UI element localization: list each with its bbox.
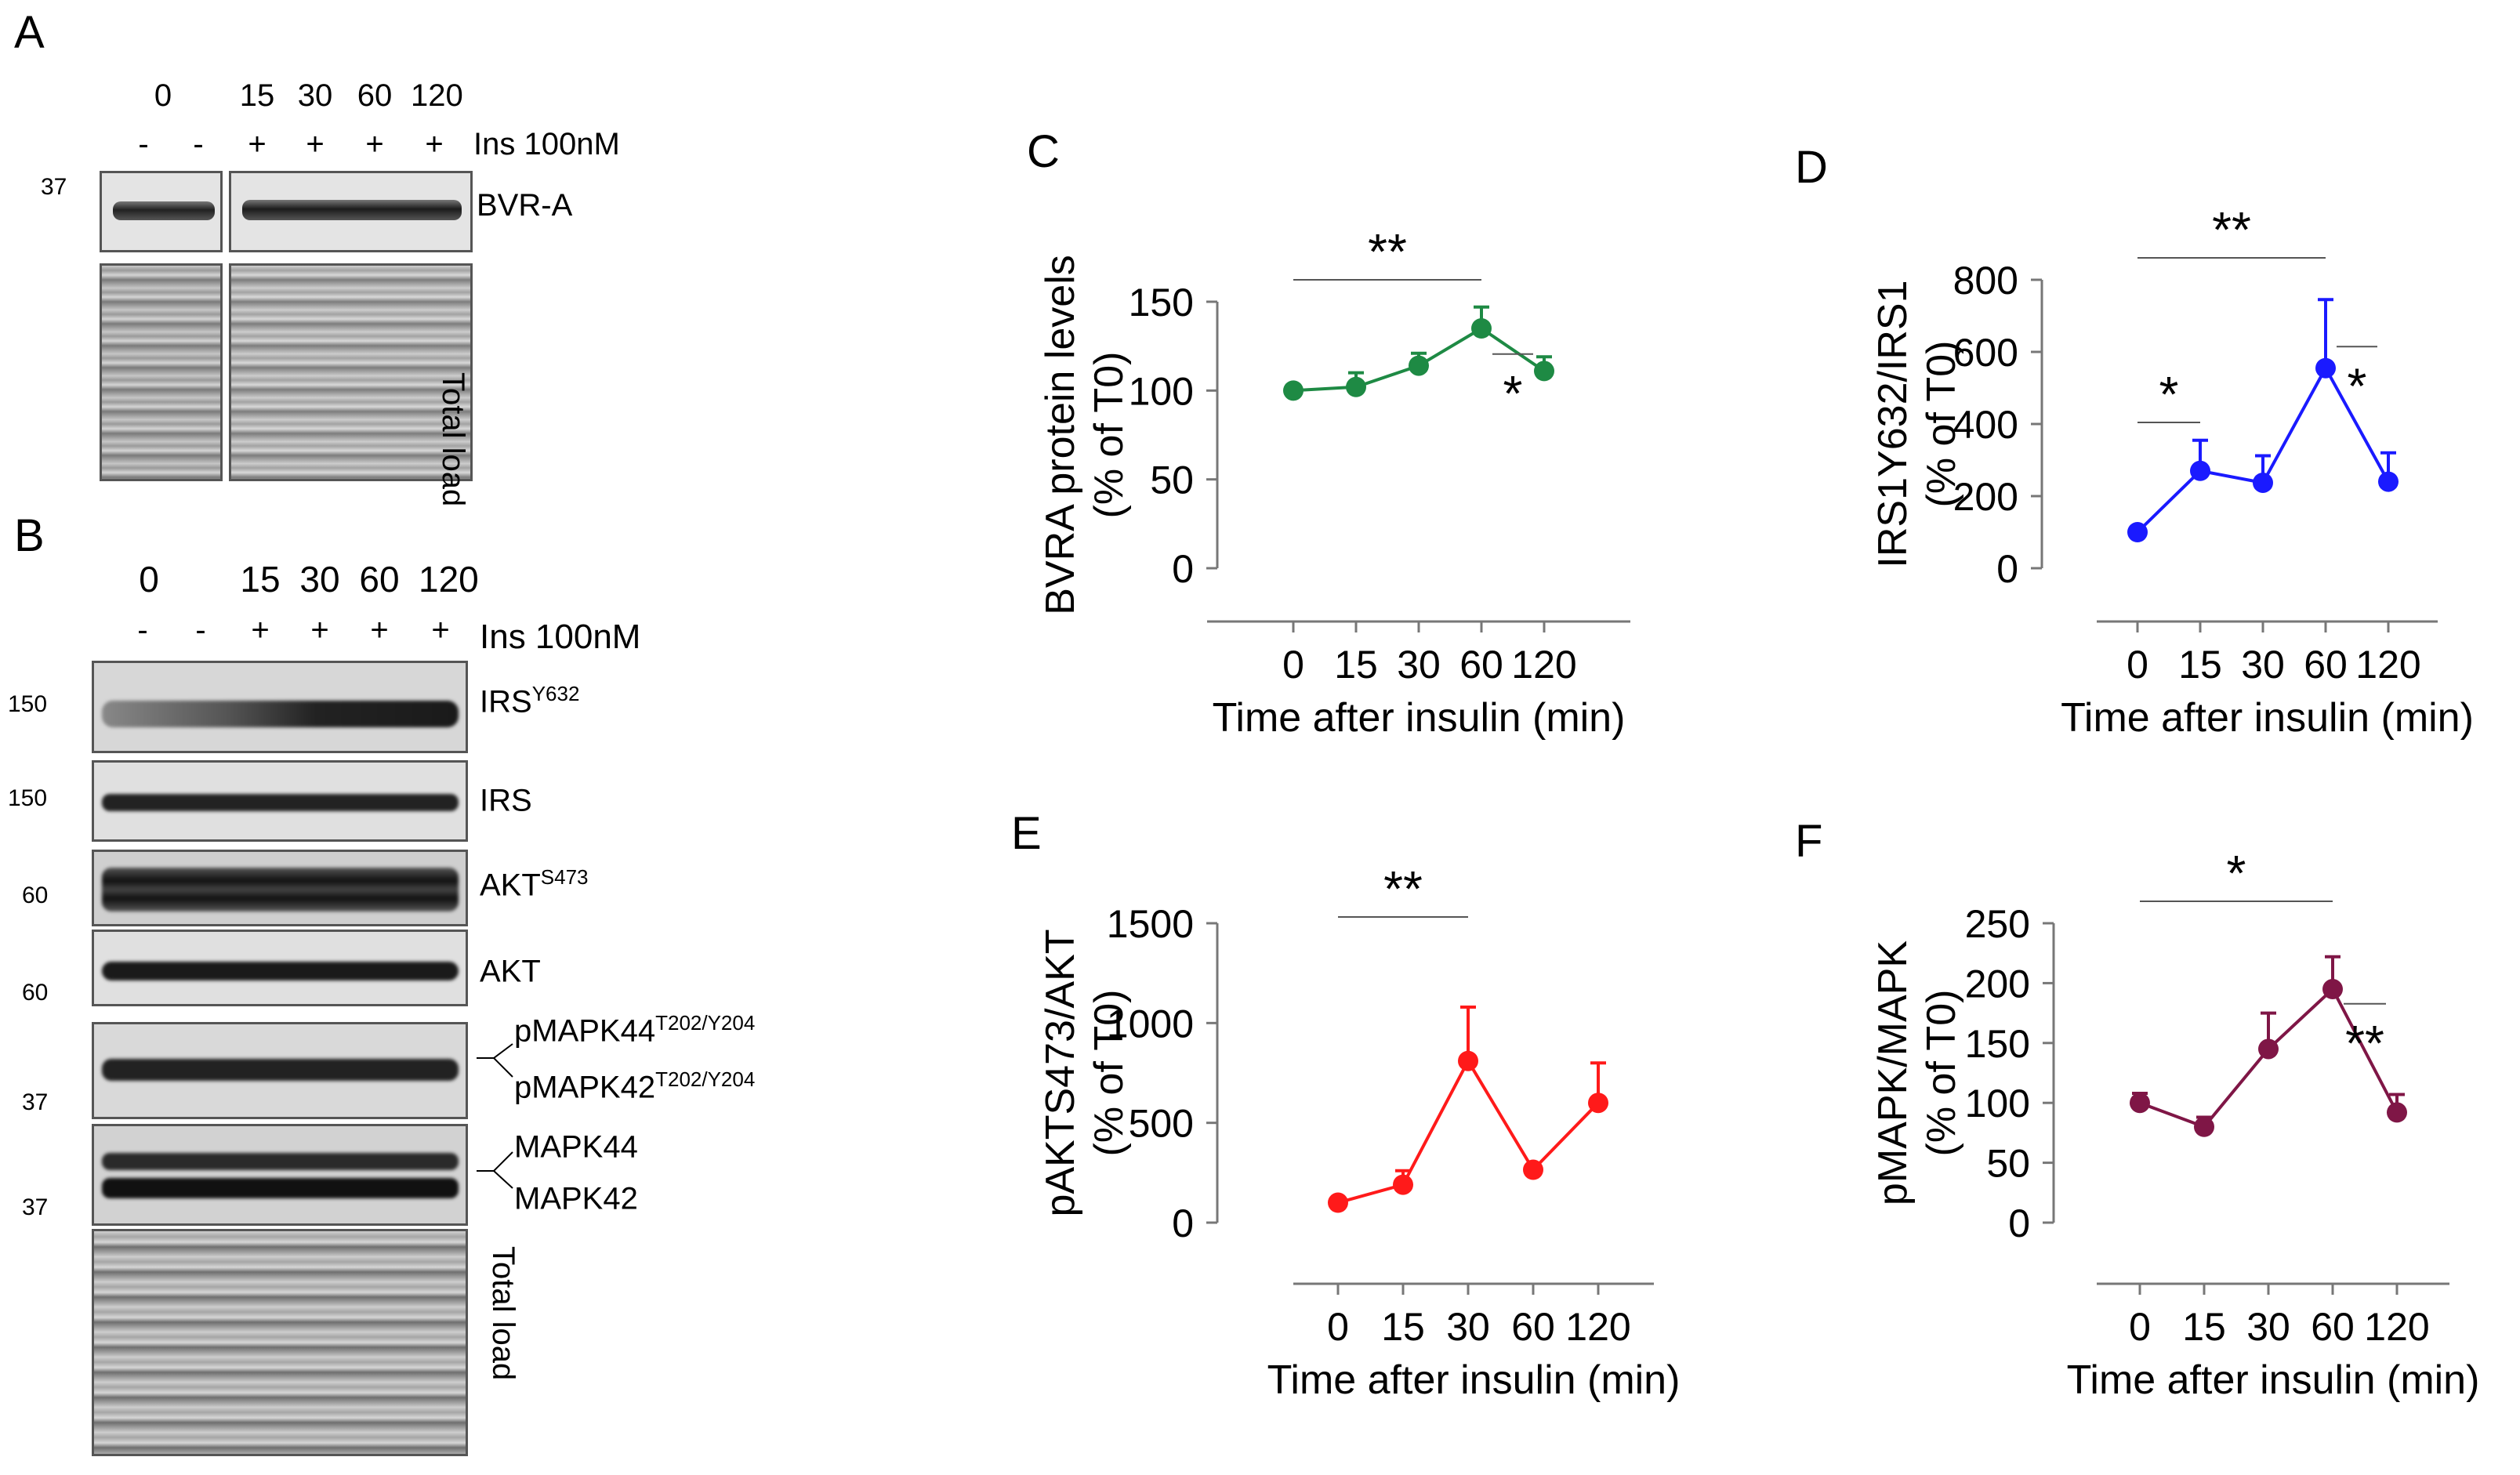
chart-d-significance-label: * — [2348, 357, 2367, 414]
chart-f-y-label-line1: pMAPK/MAPK — [1870, 940, 1916, 1205]
figure-canvas: A 0 15 30 60 120 - - + + + + Ins 100nM 3… — [0, 0, 2520, 1475]
chart-f-x-tick-label: 120 — [2364, 1305, 2429, 1349]
chart-e-y-label-line1: pAKTS473/AKT — [1038, 929, 1083, 1216]
chart-e-point-30 — [1458, 1051, 1478, 1071]
chart-d-x-tick-label: 30 — [2241, 643, 2285, 687]
chart-c-point-30 — [1409, 356, 1429, 376]
panel-label-f: F — [1795, 815, 1822, 868]
chart-c-point-0 — [1283, 380, 1304, 400]
chart-c-x-tick-label: 60 — [1459, 643, 1503, 687]
chart-c-y-tick-label: 50 — [1150, 458, 1194, 502]
chart-d-significance-label: ** — [2212, 201, 2251, 258]
chart-e-x-tick-label: 60 — [1511, 1305, 1555, 1349]
chart-e-point-60 — [1523, 1160, 1543, 1180]
chart-d-y-label-line1: IRS1Y632/IRS1 — [1870, 280, 1916, 567]
chart-e-significance-label: ** — [1383, 861, 1423, 917]
chart-d-x-tick-label: 15 — [2178, 643, 2222, 687]
chart-f-x-tick-label: 15 — [2182, 1305, 2226, 1349]
chart-c-point-120 — [1534, 361, 1554, 381]
chart-d-x-tick-label: 0 — [2127, 643, 2148, 687]
chart-f-significance-label: ** — [2345, 1015, 2384, 1071]
chart-f-y-label-line2: (% of T0) — [1919, 990, 1964, 1157]
chart-f-y-tick-label: 0 — [2008, 1201, 2030, 1245]
chart-f-y-tick-label: 50 — [1986, 1142, 2030, 1186]
chart-f-x-tick-label: 30 — [2246, 1305, 2290, 1349]
chart-f-point-15 — [2194, 1117, 2214, 1137]
chart-d-x-tick-label: 60 — [2304, 643, 2348, 687]
chart-c-significance-label: ** — [1368, 223, 1407, 280]
chart-e-x-tick-label: 120 — [1565, 1305, 1630, 1349]
chart-f-point-30 — [2258, 1038, 2279, 1059]
chart-e-point-120 — [1588, 1093, 1608, 1113]
chart-f-x-tick-label: 0 — [2129, 1305, 2151, 1349]
chart-e-y-label-line2: (% of T0) — [1086, 990, 1132, 1157]
chart-d-y-tick-label: 0 — [1996, 547, 2018, 591]
chart-c-x-tick-label: 30 — [1397, 643, 1441, 687]
chart-d-x-tick-label: 120 — [2355, 643, 2420, 687]
chart-c-y-label-line2: (% of T0) — [1086, 352, 1132, 519]
chart-d-point-15 — [2190, 461, 2210, 481]
chart-f-y-tick-label: 250 — [1965, 902, 2030, 946]
chart-c-y-tick-label: 100 — [1129, 369, 1194, 413]
chart-c-point-15 — [1346, 377, 1366, 397]
chart-e-x-label: Time after insulin (min) — [1267, 1357, 1681, 1403]
chart-d-point-120 — [2378, 472, 2399, 492]
chart-e-y-tick-label: 1500 — [1107, 902, 1194, 946]
chart-c-x-tick-label: 15 — [1334, 643, 1378, 687]
chart-d-y-tick-label: 800 — [1953, 259, 2018, 303]
chart-f-x-tick-label: 60 — [2311, 1305, 2355, 1349]
chart-f-point-60 — [2322, 979, 2343, 999]
panel-label-c: C — [1027, 125, 1060, 178]
chart-d-significance-label: * — [2159, 366, 2179, 422]
chart-c-y-label-line1: BVRA protein levels — [1038, 255, 1083, 615]
chart-d-y-label-line2: (% of T0) — [1919, 341, 1964, 508]
chart-d-point-30 — [2253, 473, 2273, 493]
chart-c-y-tick-label: 0 — [1172, 547, 1194, 591]
chart-f-point-0 — [2130, 1093, 2150, 1113]
chart-f-x-label: Time after insulin (min) — [2067, 1357, 2480, 1403]
chart-e-x-tick-label: 0 — [1327, 1305, 1349, 1349]
panel-label-e: E — [1011, 807, 1042, 860]
chart-f-y-tick-label: 100 — [1965, 1082, 2030, 1125]
chart-e-x-tick-label: 15 — [1381, 1305, 1425, 1349]
charts-layer: 0501001500 15 30 60 120Time after insulin (m… — [0, 0, 2520, 1475]
chart-e-series-line — [1338, 1061, 1598, 1203]
chart-f-point-120 — [2387, 1102, 2407, 1122]
chart-e-y-tick-label: 0 — [1172, 1201, 1194, 1245]
chart-e-point-15 — [1393, 1175, 1413, 1195]
chart-f-y-tick-label: 150 — [1965, 1022, 2030, 1066]
chart-f-significance-label: * — [2227, 845, 2246, 901]
panel-label-d: D — [1795, 141, 1828, 194]
chart-e-y-tick-label: 500 — [1129, 1102, 1194, 1146]
chart-c-x-tick-label: 0 — [1282, 643, 1304, 687]
chart-e-x-tick-label: 30 — [1446, 1305, 1490, 1349]
chart-d-point-0 — [2127, 522, 2148, 542]
chart-c-point-60 — [1471, 318, 1492, 339]
chart-d-point-60 — [2315, 358, 2336, 379]
chart-c-x-label: Time after insulin (min) — [1213, 695, 1626, 741]
chart-c-y-tick-label: 150 — [1129, 281, 1194, 324]
chart-e-point-0 — [1328, 1193, 1348, 1213]
chart-f-y-tick-label: 200 — [1965, 962, 2030, 1006]
chart-d-x-label: Time after insulin (min) — [2061, 695, 2474, 741]
chart-c-x-tick-label: 120 — [1511, 643, 1576, 687]
chart-c-significance-label: * — [1503, 365, 1523, 422]
